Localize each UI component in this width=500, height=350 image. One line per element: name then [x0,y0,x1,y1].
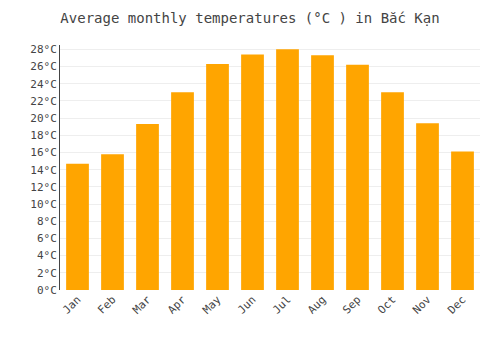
svg-text:Jun: Jun [235,293,258,316]
svg-text:26°C: 26°C [30,60,57,73]
svg-text:Apr: Apr [165,293,189,317]
svg-text:6°C: 6°C [37,232,57,245]
svg-text:18°C: 18°C [30,129,57,142]
svg-text:Average monthly temperatures (: Average monthly temperatures (°C ) in Bắ… [60,10,439,26]
svg-text:Oct: Oct [375,293,398,316]
svg-text:8°C: 8°C [37,215,57,228]
svg-text:24°C: 24°C [30,78,57,91]
svg-text:Nov: Nov [410,293,434,317]
svg-text:May: May [200,293,224,317]
svg-text:Aug: Aug [305,293,328,316]
svg-text:Mar: Mar [130,293,154,317]
svg-text:Dec: Dec [445,293,468,316]
svg-text:16°C: 16°C [30,146,57,159]
svg-text:4°C: 4°C [37,249,57,262]
svg-text:2°C: 2°C [37,267,57,280]
svg-text:Jan: Jan [60,293,83,316]
svg-text:20°C: 20°C [30,112,57,125]
svg-text:14°C: 14°C [30,164,57,177]
svg-text:0°C: 0°C [37,284,57,297]
svg-text:28°C: 28°C [30,43,57,56]
svg-text:12°C: 12°C [30,181,57,194]
svg-text:22°C: 22°C [30,95,57,108]
svg-text:Feb: Feb [95,293,118,316]
svg-text:Sep: Sep [340,293,363,316]
svg-text:10°C: 10°C [30,198,57,211]
svg-text:Jul: Jul [270,293,293,316]
